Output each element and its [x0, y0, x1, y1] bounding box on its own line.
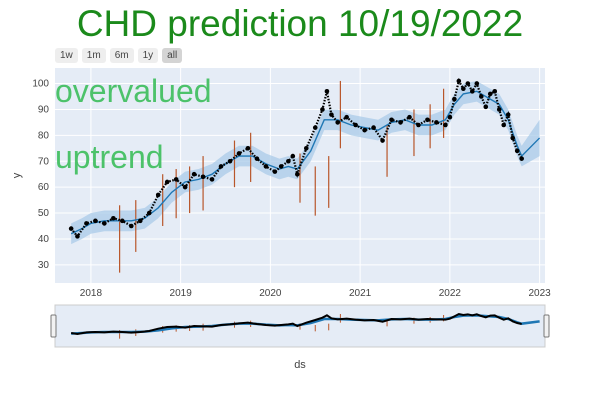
- range-button-all[interactable]: all: [162, 48, 183, 63]
- range-button-1m[interactable]: 1m: [81, 48, 106, 63]
- range-slider-handle-left[interactable]: [50, 314, 57, 338]
- actual-point: [68, 226, 74, 231]
- x-axis-label: ds: [294, 359, 306, 371]
- annotation-overvalued: overvalued: [55, 73, 212, 109]
- x-tick-label: 2022: [439, 288, 462, 299]
- actual-trace: [70, 78, 523, 239]
- y-tick-label: 80: [38, 130, 50, 141]
- y-tick-label: 50: [38, 208, 50, 219]
- y-axis-label: y: [11, 172, 23, 178]
- y-tick-label: 90: [38, 104, 50, 115]
- y-tick-label: 60: [38, 182, 50, 193]
- x-tick-label: 2021: [349, 288, 372, 299]
- x-tick-label: 2020: [259, 288, 282, 299]
- x-tick-labels: 2018 2019 2020 2021 2022 2023: [80, 288, 551, 299]
- range-slider-content: [70, 312, 540, 339]
- range-button-1y[interactable]: 1y: [137, 48, 159, 63]
- range-selector: 1w 1m 6m 1y all: [55, 48, 183, 63]
- annotation-uptrend: uptrend: [55, 139, 164, 175]
- y-tick-labels: 30 40 50 60 70 80 90 100: [32, 79, 49, 271]
- actual-points: [68, 78, 524, 239]
- uncertainty-band: [71, 80, 540, 245]
- y-tick-label: 100: [32, 79, 49, 90]
- forecast-band: [71, 80, 540, 245]
- changepoint-lines: [119, 80, 445, 273]
- x-tick-label: 2019: [170, 288, 193, 299]
- y-tick-label: 70: [38, 156, 50, 167]
- range-slider-handle-right[interactable]: [543, 314, 550, 338]
- y-tick-label: 40: [38, 234, 50, 245]
- y-tick-label: 30: [38, 260, 50, 271]
- range-button-6m[interactable]: 6m: [109, 48, 134, 63]
- x-tick-label: 2018: [80, 288, 103, 299]
- slider-actual-line: [70, 312, 522, 336]
- chart-title: CHD prediction 10/19/2022: [76, 3, 524, 44]
- range-button-1w[interactable]: 1w: [55, 48, 78, 63]
- x-tick-label: 2023: [528, 288, 551, 299]
